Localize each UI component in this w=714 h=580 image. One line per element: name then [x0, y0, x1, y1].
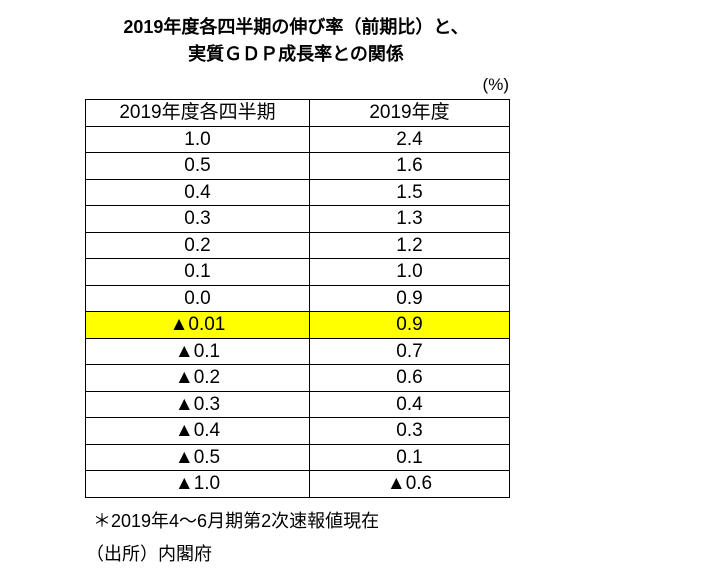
- quarterly-cell: 0.3: [85, 205, 310, 233]
- unit-label: (%): [482, 75, 509, 94]
- table-row: ▲1.0 ▲0.6: [85, 470, 510, 498]
- quarterly-cell: 0.1: [85, 258, 310, 286]
- quarterly-cell: 0.5: [85, 152, 310, 180]
- quarterly-cell: 1.0: [85, 125, 310, 153]
- table-row: ▲0.2 0.6: [85, 364, 510, 392]
- annual-cell: 0.1: [309, 443, 510, 471]
- annual-cell: 1.2: [309, 231, 510, 259]
- table-row: ▲0.3 0.4: [85, 390, 510, 418]
- title-line-1: 2019年度各四半期の伸び率（前期比）と、: [123, 17, 469, 37]
- annual-cell: 0.3: [309, 417, 510, 445]
- annual-cell: 1.5: [309, 178, 510, 206]
- page-title: 2019年度各四半期の伸び率（前期比）と、 実質ＧＤＰ成長率との関係: [0, 14, 592, 68]
- table-header-row: 2019年度各四半期 2019年度: [85, 99, 510, 127]
- annual-cell: 0.6: [309, 364, 510, 392]
- quarterly-cell: ▲0.1: [85, 337, 310, 365]
- gdp-growth-table: 2019年度各四半期 2019年度 1.0 2.4 0.5 1.6 0.4 1.…: [85, 99, 510, 498]
- table-row: 1.0 2.4: [85, 125, 510, 153]
- annual-cell: 1.3: [309, 205, 510, 233]
- column-header-annual: 2019年度: [309, 99, 510, 127]
- table-row: 0.5 1.6: [85, 152, 510, 180]
- table-row: 0.1 1.0: [85, 258, 510, 286]
- quarterly-cell: 0.0: [85, 284, 310, 312]
- table-row: 0.0 0.9: [85, 284, 510, 312]
- quarterly-cell: ▲1.0: [85, 470, 310, 498]
- annual-cell: 1.0: [309, 258, 510, 286]
- annual-cell: 0.7: [309, 337, 510, 365]
- table-row: ▲0.5 0.1: [85, 443, 510, 471]
- table-row: 0.3 1.3: [85, 205, 510, 233]
- quarterly-cell: ▲0.3: [85, 390, 310, 418]
- title-line-2: 実質ＧＤＰ成長率との関係: [188, 44, 404, 64]
- quarterly-cell: ▲0.01: [85, 311, 310, 339]
- footnotes: ＊2019年4～6月期第2次速報値現在 （出所）内閣府: [86, 508, 714, 567]
- quarterly-cell: ▲0.4: [85, 417, 310, 445]
- table-row: 0.4 1.5: [85, 178, 510, 206]
- annual-cell: 1.6: [309, 152, 510, 180]
- column-header-quarterly: 2019年度各四半期: [85, 99, 310, 127]
- footnote-source: （出所）内閣府: [86, 543, 212, 564]
- table-row: 0.2 1.2: [85, 231, 510, 259]
- table-row: ▲0.4 0.3: [85, 417, 510, 445]
- annual-cell: ▲0.6: [309, 470, 510, 498]
- annual-cell: 0.4: [309, 390, 510, 418]
- table-row-highlighted: ▲0.01 0.9: [85, 311, 510, 339]
- quarterly-cell: 0.4: [85, 178, 310, 206]
- quarterly-cell: ▲0.2: [85, 364, 310, 392]
- annual-cell: 0.9: [309, 311, 510, 339]
- footnote-note: ＊2019年4～6月期第2次速報値現在: [93, 510, 380, 531]
- annual-cell: 0.9: [309, 284, 510, 312]
- table-row: ▲0.1 0.7: [85, 337, 510, 365]
- annual-cell: 2.4: [309, 125, 510, 153]
- quarterly-cell: ▲0.5: [85, 443, 310, 471]
- quarterly-cell: 0.2: [85, 231, 310, 259]
